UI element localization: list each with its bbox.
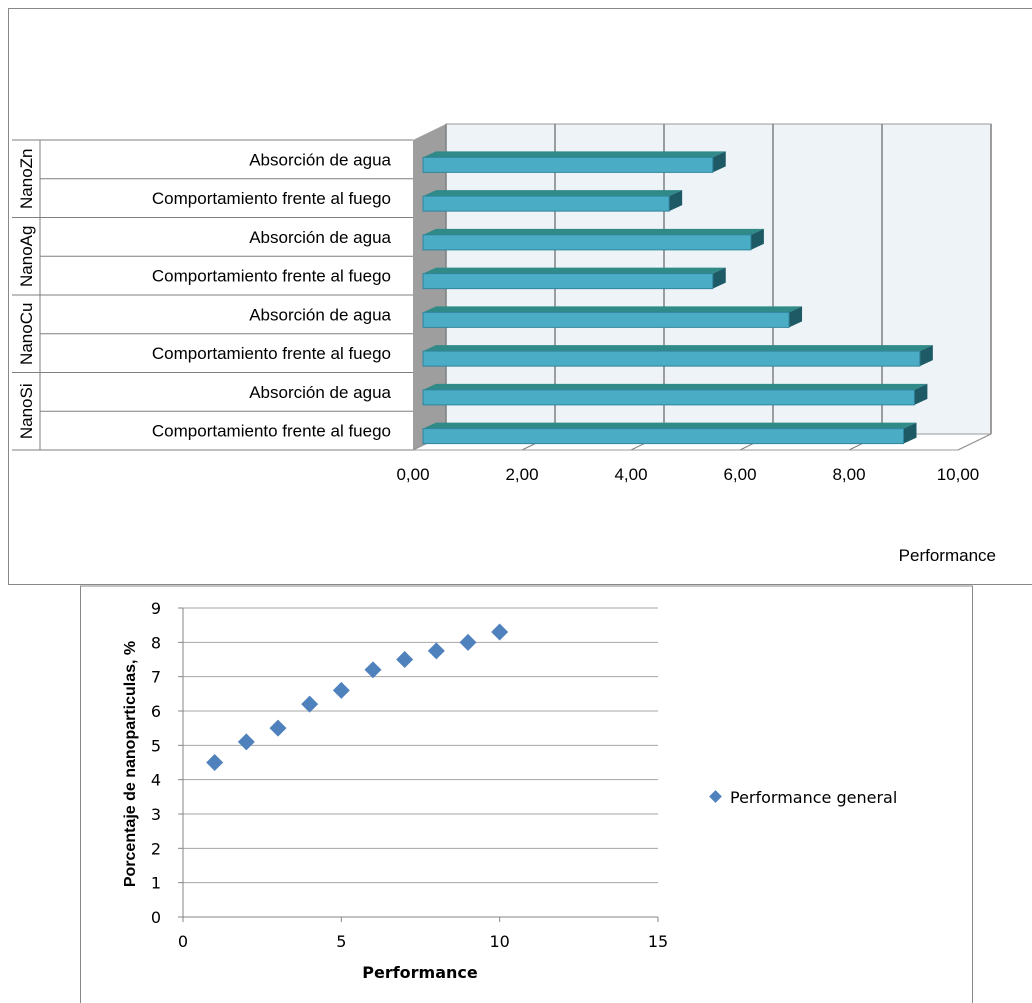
bar-chart: Absorción de agua Comportamiento frente a… xyxy=(8,8,1032,585)
data-point xyxy=(396,651,414,668)
category-label: Comportamiento frente al fuego xyxy=(152,422,391,441)
x-tick-label: 10,00 xyxy=(937,465,980,484)
bar-series xyxy=(422,151,933,445)
bar xyxy=(422,350,921,367)
x-axis-title: Performance xyxy=(899,546,996,565)
bar-end xyxy=(903,422,917,444)
data-point xyxy=(301,695,319,713)
bar xyxy=(422,195,670,212)
x-tick-label: 4,00 xyxy=(614,465,647,484)
bar-top xyxy=(423,151,726,158)
group-label: NanoZn xyxy=(17,149,36,209)
y-tick-label: 3 xyxy=(151,805,161,824)
y-axis-title: Porcentaje de nanoparticulas, % xyxy=(122,641,139,887)
axes xyxy=(182,608,658,918)
y-axis-ticks: 0 1 2 3 4 5 6 7 8 9 xyxy=(151,599,183,927)
bar xyxy=(422,311,790,328)
y-tick-label: 8 xyxy=(151,633,161,652)
bar xyxy=(422,273,714,290)
x-axis-ticks: 0,00 2,00 4,00 6,00 8,00 10,00 xyxy=(396,465,979,484)
data-point xyxy=(206,754,224,771)
data-point xyxy=(332,681,350,699)
bar-top xyxy=(423,228,764,235)
bar-top xyxy=(423,422,917,429)
group-label: NanoSi xyxy=(17,383,36,439)
y-tick-label: 7 xyxy=(151,668,161,687)
bar-top xyxy=(423,383,928,390)
bar xyxy=(422,156,714,173)
bar-end xyxy=(712,151,726,173)
x-tick-label: 6,00 xyxy=(723,465,756,484)
group-label: NanoCu xyxy=(17,303,36,365)
x-tick-label: 15 xyxy=(648,932,668,951)
category-label: Absorción de agua xyxy=(249,305,391,324)
y-tick-label: 1 xyxy=(151,874,161,893)
bar-top xyxy=(423,267,726,274)
legend-label: Performance general xyxy=(730,788,897,807)
category-axis: Absorción de agua Comportamiento frente a… xyxy=(12,139,413,451)
category-label: Absorción de agua xyxy=(249,150,391,169)
data-point xyxy=(459,633,477,651)
bar-end xyxy=(750,228,764,250)
bar xyxy=(422,234,752,251)
data-point xyxy=(427,642,445,660)
x-tick-label: 2,00 xyxy=(505,465,538,484)
bar-end xyxy=(669,190,683,212)
category-label: Comportamiento frente al fuego xyxy=(152,189,391,208)
bar-top xyxy=(423,306,803,313)
x-tick-label: 8,00 xyxy=(832,465,865,484)
bar-end xyxy=(712,267,726,289)
scatter-chart-frame xyxy=(80,585,973,1003)
data-point xyxy=(269,719,287,737)
horizontal-gridlines xyxy=(183,607,658,884)
category-label: Comportamiento frente al fuego xyxy=(152,344,391,363)
bar xyxy=(422,389,915,406)
y-tick-label: 9 xyxy=(151,599,161,618)
data-points xyxy=(206,623,509,771)
x-tick-label: 0,00 xyxy=(396,465,429,484)
y-tick-label: 0 xyxy=(151,908,161,927)
x-tick-label: 5 xyxy=(336,932,346,951)
bar-top xyxy=(423,345,933,352)
legend-marker xyxy=(709,790,722,803)
x-axis-title: Performance xyxy=(362,963,478,982)
bar-top xyxy=(423,190,683,197)
data-point xyxy=(491,623,509,641)
category-label: Absorción de agua xyxy=(249,228,391,247)
bar-end xyxy=(919,345,933,367)
x-axis-ticks: 0 5 10 15 xyxy=(178,917,668,951)
x-tick-label: 10 xyxy=(489,932,509,951)
y-tick-label: 6 xyxy=(151,702,161,721)
bar-end xyxy=(789,306,803,328)
category-label: Comportamiento frente al fuego xyxy=(152,267,391,286)
group-label: NanoAg xyxy=(17,226,36,287)
y-tick-label: 2 xyxy=(151,839,161,858)
data-point xyxy=(237,733,255,751)
bar xyxy=(422,428,904,445)
data-point xyxy=(364,661,382,679)
y-tick-label: 4 xyxy=(151,771,161,790)
bar-end xyxy=(914,383,928,405)
legend: Performance general xyxy=(709,788,897,807)
x-tick-label: 0 xyxy=(178,932,188,951)
y-tick-label: 5 xyxy=(151,736,161,755)
category-label: Absorción de agua xyxy=(249,383,391,402)
